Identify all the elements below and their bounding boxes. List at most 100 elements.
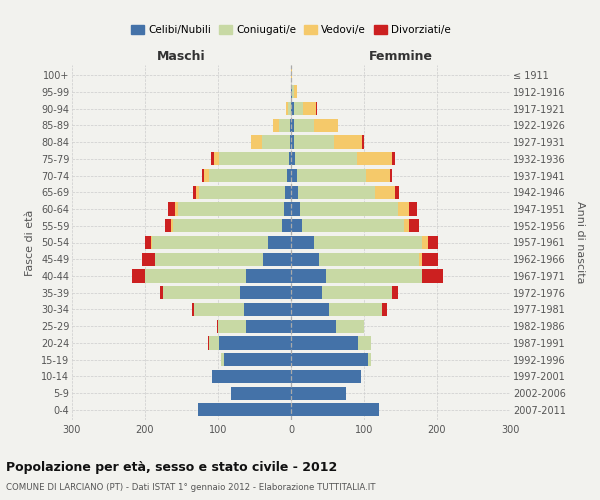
Bar [289, 152, 291, 166]
Bar [395, 186, 399, 199]
Bar [336, 320, 364, 333]
Bar [145, 236, 151, 249]
Bar [152, 236, 268, 249]
Bar [362, 136, 364, 148]
Bar [171, 219, 173, 232]
Bar [217, 320, 218, 333]
Bar [246, 270, 291, 282]
Y-axis label: Anni di nascita: Anni di nascita [575, 201, 585, 284]
Bar [334, 136, 362, 148]
Bar [392, 286, 398, 300]
Bar [155, 252, 263, 266]
Bar [196, 186, 199, 199]
Bar [368, 353, 371, 366]
Bar [268, 236, 291, 249]
Bar [291, 370, 361, 383]
Bar [291, 236, 314, 249]
Bar [132, 270, 145, 282]
Bar [285, 186, 291, 199]
Bar [392, 152, 395, 166]
Bar [204, 169, 209, 182]
Bar [163, 286, 240, 300]
Bar [291, 386, 346, 400]
Bar [295, 152, 358, 166]
Bar [218, 320, 246, 333]
Bar [316, 102, 317, 115]
Bar [291, 270, 326, 282]
Bar [322, 286, 392, 300]
Bar [291, 68, 292, 82]
Bar [151, 236, 152, 249]
Bar [231, 386, 291, 400]
Text: Popolazione per età, sesso e stato civile - 2012: Popolazione per età, sesso e stato civil… [6, 462, 337, 474]
Bar [314, 236, 422, 249]
Bar [358, 336, 371, 349]
Bar [175, 202, 178, 215]
Bar [224, 353, 291, 366]
Bar [202, 169, 204, 182]
Text: COMUNE DI LARCIANO (PT) - Dati ISTAT 1° gennaio 2012 - Elaborazione TUTTITALIA.I: COMUNE DI LARCIANO (PT) - Dati ISTAT 1° … [6, 484, 376, 492]
Bar [422, 252, 439, 266]
Bar [291, 136, 294, 148]
Bar [291, 353, 368, 366]
Bar [192, 303, 194, 316]
Bar [142, 252, 155, 266]
Bar [291, 219, 302, 232]
Bar [422, 236, 428, 249]
Bar [167, 202, 175, 215]
Bar [366, 169, 389, 182]
Bar [319, 252, 419, 266]
Bar [214, 152, 220, 166]
Bar [178, 202, 284, 215]
Bar [145, 270, 246, 282]
Bar [197, 404, 291, 416]
Bar [194, 303, 244, 316]
Bar [358, 152, 392, 166]
Bar [251, 136, 262, 148]
Bar [291, 152, 295, 166]
Bar [291, 169, 297, 182]
Y-axis label: Fasce di età: Fasce di età [25, 210, 35, 276]
Bar [220, 152, 289, 166]
Bar [326, 270, 422, 282]
Bar [212, 370, 291, 383]
Bar [428, 236, 439, 249]
Bar [294, 102, 302, 115]
Bar [193, 186, 196, 199]
Bar [291, 303, 329, 316]
Bar [294, 136, 334, 148]
Bar [291, 252, 319, 266]
Bar [291, 320, 336, 333]
Legend: Celibi/Nubili, Coniugati/e, Vedovi/e, Divorziati/e: Celibi/Nubili, Coniugati/e, Vedovi/e, Di… [127, 20, 455, 39]
Bar [282, 219, 291, 232]
Bar [246, 320, 291, 333]
Bar [165, 219, 171, 232]
Bar [208, 336, 209, 349]
Bar [209, 336, 220, 349]
Bar [314, 119, 338, 132]
Bar [409, 219, 419, 232]
Bar [280, 119, 290, 132]
Bar [290, 119, 291, 132]
Bar [297, 169, 366, 182]
Bar [375, 186, 395, 199]
Text: Femmine: Femmine [368, 50, 433, 64]
Bar [284, 202, 291, 215]
Bar [291, 119, 294, 132]
Bar [294, 119, 314, 132]
Bar [294, 86, 297, 98]
Bar [173, 219, 282, 232]
Bar [291, 186, 298, 199]
Bar [398, 202, 409, 215]
Bar [291, 404, 379, 416]
Bar [291, 86, 292, 98]
Bar [419, 252, 422, 266]
Bar [404, 219, 409, 232]
Bar [209, 169, 287, 182]
Bar [291, 202, 300, 215]
Bar [288, 102, 291, 115]
Bar [262, 136, 290, 148]
Bar [274, 119, 280, 132]
Bar [422, 270, 443, 282]
Bar [292, 86, 294, 98]
